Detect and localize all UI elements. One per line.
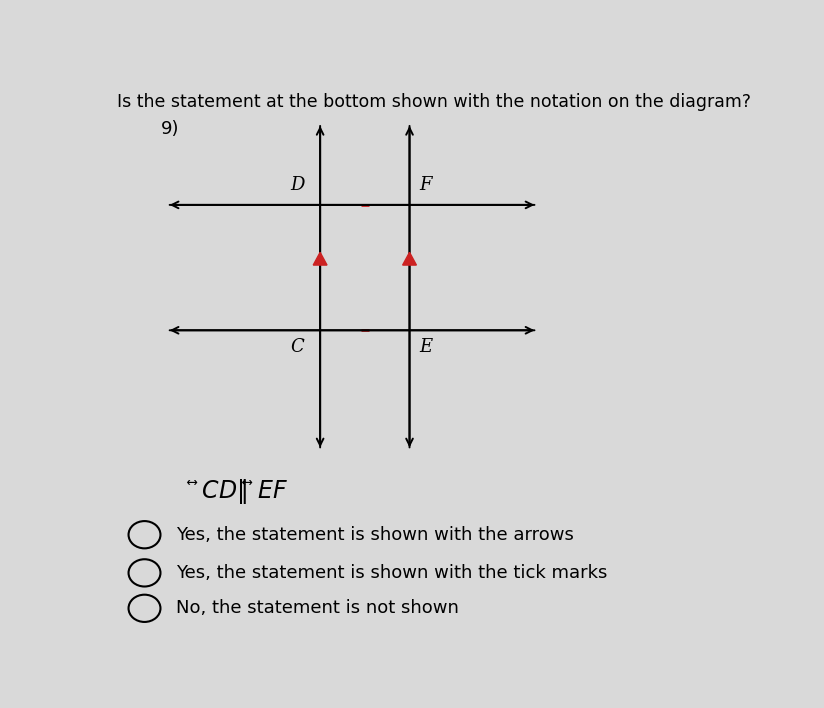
Text: C: C	[290, 338, 304, 356]
Text: D: D	[290, 176, 304, 194]
Polygon shape	[313, 252, 327, 265]
Text: 9): 9)	[161, 120, 179, 138]
Polygon shape	[403, 252, 416, 265]
Text: Is the statement at the bottom shown with the notation on the diagram?: Is the statement at the bottom shown wit…	[117, 93, 751, 111]
Text: E: E	[419, 338, 433, 356]
Text: $\overleftrightarrow{CD} \| \overleftrightarrow{EF}$: $\overleftrightarrow{CD} \| \overleftrig…	[186, 477, 288, 506]
Text: No, the statement is not shown: No, the statement is not shown	[176, 599, 459, 617]
Text: Yes, the statement is shown with the arrows: Yes, the statement is shown with the arr…	[176, 526, 574, 544]
Text: F: F	[419, 176, 432, 194]
Text: Yes, the statement is shown with the tick marks: Yes, the statement is shown with the tic…	[176, 564, 608, 582]
